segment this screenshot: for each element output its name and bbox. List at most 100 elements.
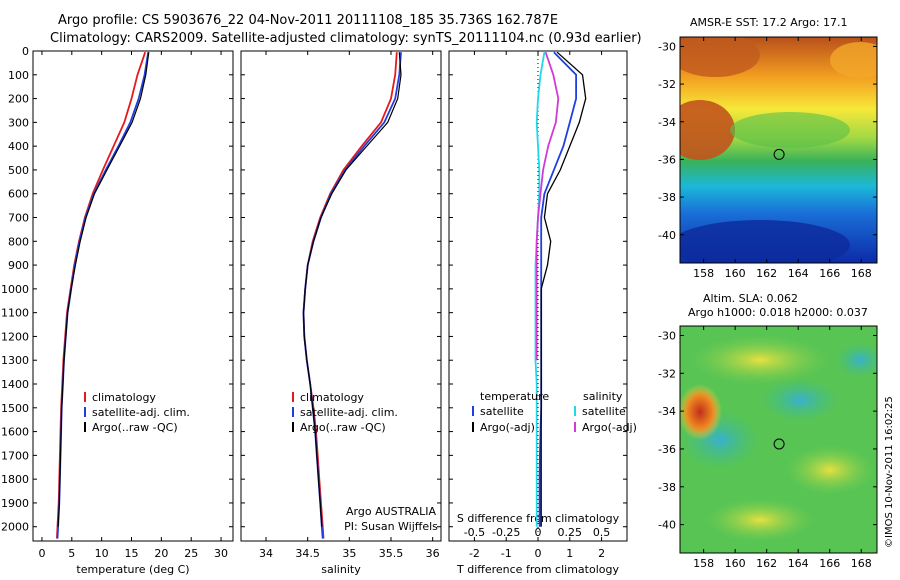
- map-x-tick-label: 162: [756, 557, 777, 570]
- top-x-tick-label: 0: [535, 526, 542, 539]
- series-line: [302, 52, 402, 527]
- legend-title: salinity: [583, 390, 623, 403]
- y-tick-label: 1400: [1, 378, 29, 391]
- figure-title-line1: Argo profile: CS 5903676_22 04-Nov-2011 …: [58, 13, 558, 28]
- x-tick-label: 25: [184, 547, 198, 560]
- map-y-tick-label: -38: [658, 191, 676, 204]
- y-tick-label: 200: [8, 93, 29, 106]
- top-x-tick-label: 0.25: [558, 526, 583, 539]
- y-tick-label: 1600: [1, 426, 29, 439]
- map-y-tick-label: -34: [658, 405, 676, 418]
- imos-credit: ©IMOS 10-Nov-2011 16:02:25: [884, 396, 895, 548]
- y-tick-label: 900: [8, 259, 29, 272]
- x-tick-label: 10: [95, 547, 109, 560]
- float-position-marker-sst: [773, 148, 785, 160]
- x-axis-label: salinity: [321, 563, 361, 576]
- x-tick-label: 35.5: [379, 547, 404, 560]
- sst-map-image: [680, 37, 877, 263]
- annotation-text: PI: Susan Wijffels: [344, 520, 438, 533]
- float-position-marker-sla: [773, 438, 785, 450]
- series-line: [534, 52, 546, 527]
- map-x-tick-label: 160: [725, 267, 746, 280]
- map-y-tick-label: -30: [658, 40, 676, 53]
- sla-map-title: Altim. SLA: 0.062: [703, 292, 798, 305]
- x-tick-label: -1: [501, 547, 512, 560]
- x-tick-label: 34.5: [295, 547, 320, 560]
- x-tick-label: 0: [38, 547, 45, 560]
- y-tick-label: 600: [8, 188, 29, 201]
- x-tick-label: 20: [154, 547, 168, 560]
- map-y-tick-label: -40: [658, 519, 676, 532]
- map-x-tick-label: 168: [851, 557, 872, 570]
- y-tick-label: 700: [8, 212, 29, 225]
- map-x-tick-label: 166: [819, 267, 840, 280]
- map-x-tick-label: 168: [851, 267, 872, 280]
- x-axis-label: T difference from climatology: [456, 563, 619, 576]
- legend-label: climatology: [300, 391, 364, 404]
- x-tick-label: -2: [469, 547, 480, 560]
- series-line: [57, 52, 150, 527]
- legend-label: Argo(-adj): [480, 421, 535, 434]
- x-tick-label: 5: [68, 547, 75, 560]
- y-tick-label: 1800: [1, 473, 29, 486]
- plot-frame: [240, 50, 442, 542]
- map-y-tick-label: -40: [658, 229, 676, 242]
- map-x-tick-label: 158: [693, 267, 714, 280]
- figure-title-line2: Climatology: CARS2009. Satellite-adjuste…: [50, 31, 642, 46]
- legend-label: climatology: [92, 391, 156, 404]
- sst-map-panel: AMSR-E SST: 17.2 Argo: 17.1 158 160 162 164…: [658, 16, 878, 280]
- y-tick-label: 100: [8, 69, 29, 82]
- x-tick-label: 35: [342, 547, 356, 560]
- legend-label: satellite-adj. clim.: [92, 406, 190, 419]
- y-tick-label: 1900: [1, 497, 29, 510]
- series-line: [56, 52, 150, 539]
- plot-frame: [32, 50, 234, 542]
- y-tick-label: 1700: [1, 449, 29, 462]
- map-x-tick-label: 158: [693, 557, 714, 570]
- legend-label: satellite: [582, 405, 626, 418]
- sla-map-subtitle: Argo h1000: 0.018 h2000: 0.037: [688, 306, 868, 319]
- x-tick-label: 34: [259, 547, 273, 560]
- legend-label: Argo(..raw -QC): [92, 421, 178, 434]
- map-y-tick-label: -36: [658, 443, 676, 456]
- top-axis-label: S difference from climatology: [457, 512, 620, 525]
- y-tick-label: 1300: [1, 354, 29, 367]
- y-tick-label: 400: [8, 140, 29, 153]
- map-x-tick-label: 164: [788, 557, 809, 570]
- y-tick-label: 1200: [1, 330, 29, 343]
- x-tick-label: 15: [125, 547, 139, 560]
- x-axis-label: temperature (deg C): [76, 563, 189, 576]
- legend-title: temperature: [480, 390, 549, 403]
- map-y-tick-label: -34: [658, 116, 676, 129]
- map-y-tick-label: -38: [658, 481, 676, 494]
- legend-label: satellite-adj. clim.: [300, 406, 398, 419]
- legend-label: Argo(-adj): [582, 421, 637, 434]
- legend-label: Argo(..raw -QC): [300, 421, 386, 434]
- x-tick-label: 30: [214, 547, 228, 560]
- map-x-tick-label: 164: [788, 267, 809, 280]
- map-x-tick-label: 166: [819, 557, 840, 570]
- temperature-profile-panel: 0100200300400500600700800900100011001200…: [1, 45, 234, 576]
- map-y-tick-label: -36: [658, 153, 676, 166]
- series-line: [538, 51, 577, 527]
- sla-map-panel: Altim. SLA: 0.062 Argo h1000: 0.018 h200…: [658, 292, 878, 570]
- top-x-tick-label: 0.5: [593, 526, 611, 539]
- y-tick-label: 1000: [1, 283, 29, 296]
- y-tick-label: 300: [8, 116, 29, 129]
- y-tick-label: 2000: [1, 521, 29, 534]
- difference-profile-panel: -2 -1 0 1 2 T difference from climatology S di…: [448, 50, 637, 576]
- legend-label: satellite: [480, 405, 524, 418]
- y-tick-label: 1500: [1, 402, 29, 415]
- top-x-tick-label: -0.5: [464, 526, 485, 539]
- x-tick-label: 2: [598, 547, 605, 560]
- map-y-tick-label: -30: [658, 329, 676, 342]
- map-x-tick-label: 162: [756, 267, 777, 280]
- top-x-tick-label: -0.25: [492, 526, 520, 539]
- x-tick-label: 0: [535, 547, 542, 560]
- y-tick-label: 0: [22, 45, 29, 58]
- y-tick-label: 800: [8, 235, 29, 248]
- sst-map-title: AMSR-E SST: 17.2 Argo: 17.1: [690, 16, 848, 29]
- y-tick-label: 1100: [1, 307, 29, 320]
- salinity-profile-panel: 34 34.5 35 35.5 36 salinity climatology satelli…: [240, 50, 442, 576]
